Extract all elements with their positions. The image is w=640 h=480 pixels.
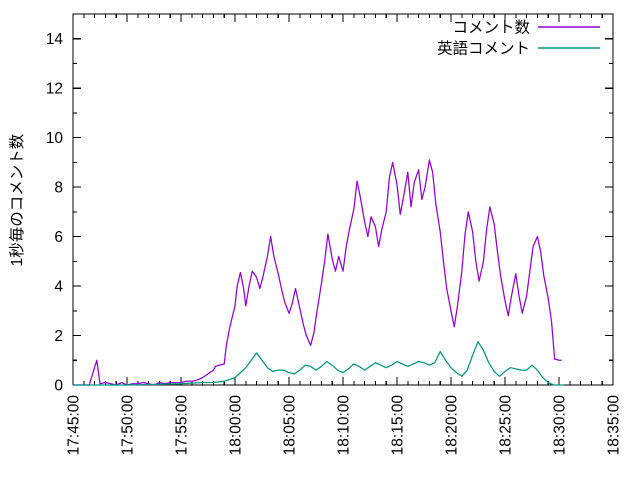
y-tick-label: 12	[46, 81, 63, 98]
series-line-comment-count	[72, 159, 562, 386]
x-tick-label: 18:25:00	[498, 395, 515, 456]
y-axis-label: 1秒毎のコメント数	[8, 133, 26, 266]
y-tick-label: 0	[54, 378, 63, 395]
x-tick-label: 18:15:00	[390, 395, 407, 456]
x-tick-label: 18:35:00	[606, 395, 623, 456]
x-tick-label: 18:10:00	[336, 395, 353, 456]
x-tick-label: 18:00:00	[228, 395, 245, 456]
x-tick-label: 17:50:00	[120, 395, 137, 456]
y-tick-label: 6	[54, 229, 63, 246]
plot-frame	[72, 13, 614, 386]
x-tick-label: 18:05:00	[282, 395, 299, 456]
legend-label-1: 英語コメント	[437, 40, 530, 58]
y-tick-label: 2	[54, 328, 63, 345]
plot-area-border	[72, 13, 614, 386]
y-tick-label: 8	[54, 180, 63, 197]
y-tick-label: 10	[46, 130, 64, 147]
y-tick-label: 4	[54, 279, 63, 296]
y-tick-label: 14	[46, 31, 64, 48]
x-tick-label: 17:45:00	[66, 395, 83, 456]
data-series-group	[72, 159, 564, 386]
x-tick-label: 18:30:00	[552, 395, 569, 456]
legend-label-0: コメント数	[452, 19, 530, 37]
y-axis-tick-labels: 0 2 4 6 8 10 12 14	[46, 31, 64, 394]
x-tick-label: 17:55:00	[174, 395, 191, 456]
series-line-english-comment	[72, 341, 564, 386]
x-tick-label: 18:20:00	[444, 395, 461, 456]
x-axis-ticks	[72, 14, 614, 385]
y-axis-ticks	[73, 13, 613, 386]
x-axis-tick-labels: 17:45:00 17:50:00 17:55:00 18:00:00 18:05:00…	[66, 395, 623, 456]
